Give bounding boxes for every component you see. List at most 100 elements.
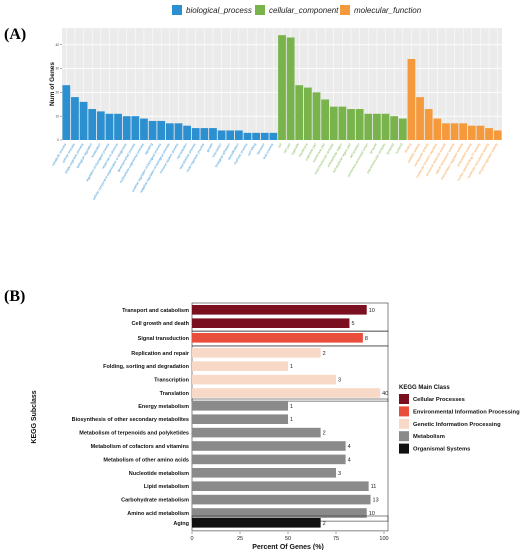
x-tick-label: synapse — [368, 142, 378, 154]
bar-cellular_component — [398, 118, 407, 140]
bar-cellular_component — [373, 113, 381, 140]
y-axis-label-b: KEGG Subclass — [31, 390, 38, 443]
bar-cellular_component — [381, 113, 390, 140]
kegg-bar — [192, 305, 367, 315]
bar-count-label: 11 — [371, 484, 377, 490]
legend-swatch-biological_process — [172, 5, 182, 15]
bar-biological_process — [71, 97, 79, 140]
bar-molecular_function — [450, 123, 459, 140]
bar-biological_process — [79, 101, 88, 140]
bar-biological_process — [165, 123, 174, 140]
x-tick-label: symplast — [385, 142, 395, 155]
bar-molecular_function — [485, 128, 493, 140]
kegg-bar — [192, 427, 321, 438]
x-tick-label: localization — [90, 142, 101, 158]
bar-cellular_component — [355, 109, 364, 140]
legend-swatch-b — [399, 443, 409, 454]
y-axis-label-a: Num of Genes — [49, 62, 56, 106]
legend-swatch-b — [399, 394, 409, 404]
bar-biological_process — [183, 125, 191, 140]
y-tick-label-a: 20 — [55, 91, 59, 95]
kegg-bar — [192, 374, 336, 385]
y-category-label: Amino acid metabolism — [127, 511, 189, 517]
bar-molecular_function — [493, 130, 502, 140]
bar-biological_process — [148, 120, 157, 140]
bar-cellular_component — [286, 37, 295, 140]
legend-swatch-molecular_function — [340, 5, 350, 15]
x-tick-label: cell — [277, 142, 283, 148]
bar-biological_process — [260, 132, 269, 140]
x-tick-label: cell part — [282, 142, 291, 154]
kegg-bar — [192, 414, 288, 424]
bar-count-label: 1 — [290, 364, 293, 370]
bar-molecular_function — [424, 109, 433, 140]
kegg-bar — [192, 388, 381, 398]
bar-molecular_function — [442, 123, 450, 140]
x-tick-label: locomotion — [211, 142, 222, 158]
kegg-bar — [192, 318, 350, 328]
legend-swatch-b — [399, 431, 409, 442]
legend-swatch-b — [399, 418, 409, 429]
legend-swatch-cellular_component — [255, 5, 265, 15]
bar-cellular_component — [390, 116, 399, 140]
y-category-label: Metabolism of terpenoids and polyketides — [79, 431, 189, 437]
bar-count-label: 2 — [323, 431, 326, 437]
legend-label-b: Genetic Information Processing — [413, 422, 501, 428]
bar-cellular_component — [295, 85, 304, 140]
kegg-bar — [192, 333, 363, 343]
facet-box — [191, 345, 389, 402]
legend-label-cellular_component: cellular_component — [269, 6, 339, 15]
y-category-label: Translation — [160, 391, 190, 397]
bar-count-label: 13 — [373, 498, 379, 504]
bar-cellular_component — [364, 113, 373, 140]
kegg-bar — [192, 518, 321, 528]
x-tick-label-b: 0 — [190, 536, 193, 542]
legend-label-biological_process: biological_process — [186, 6, 252, 15]
x-tick-label-b: 25 — [237, 536, 243, 542]
y-tick-label-a: 0 — [57, 138, 59, 142]
x-tick-label: behavior — [256, 142, 266, 155]
legend-swatch-b — [399, 406, 409, 417]
y-tick-label-a: 40 — [55, 43, 59, 47]
panel-a-label: (A) — [4, 26, 27, 43]
bar-biological_process — [191, 128, 200, 140]
y-category-label: Energy metabolism — [138, 404, 189, 410]
y-category-label: Metabolism of other amino acids — [103, 457, 189, 463]
bar-molecular_function — [476, 125, 485, 140]
kegg-bar — [192, 361, 288, 371]
bar-count-label: 3 — [338, 378, 341, 384]
y-tick-label-a: 10 — [55, 114, 59, 118]
bar-biological_process — [140, 118, 148, 140]
x-tick-label: cell junction — [349, 142, 361, 159]
kegg-bar — [192, 441, 346, 451]
legend-label-b: Environmental Information Processing — [413, 409, 520, 415]
bar-biological_process — [131, 116, 140, 140]
kegg-bar — [192, 348, 321, 358]
bar-biological_process — [252, 132, 260, 140]
legend-label-b: Metabolism — [413, 434, 445, 440]
bar-molecular_function — [459, 123, 468, 140]
bar-molecular_function — [407, 58, 416, 140]
bar-biological_process — [105, 113, 114, 140]
bar-molecular_function — [433, 118, 442, 140]
bar-biological_process — [226, 130, 235, 140]
x-tick-label-b: 75 — [333, 536, 339, 542]
bar-cellular_component — [304, 87, 312, 140]
kegg-bar — [192, 508, 367, 518]
kegg-bar — [192, 481, 369, 491]
bar-biological_process — [217, 130, 226, 140]
bar-count-label: 40 — [382, 391, 388, 397]
x-tick-label: nucleoid — [394, 142, 404, 154]
kegg-bar — [192, 454, 346, 465]
x-tick-label-b: 50 — [285, 536, 291, 542]
y-category-label: Biosynthesis of other secondary metaboli… — [72, 417, 189, 423]
x-tick-label: binding — [404, 142, 413, 153]
bar-biological_process — [234, 130, 243, 140]
bar-biological_process — [62, 85, 71, 140]
y-category-label: Cell growth and death — [132, 321, 190, 327]
bar-count-label: 10 — [369, 308, 375, 314]
bar-biological_process — [269, 132, 278, 140]
bar-count-label: 1 — [290, 404, 293, 410]
bar-count-label: 8 — [365, 336, 368, 342]
